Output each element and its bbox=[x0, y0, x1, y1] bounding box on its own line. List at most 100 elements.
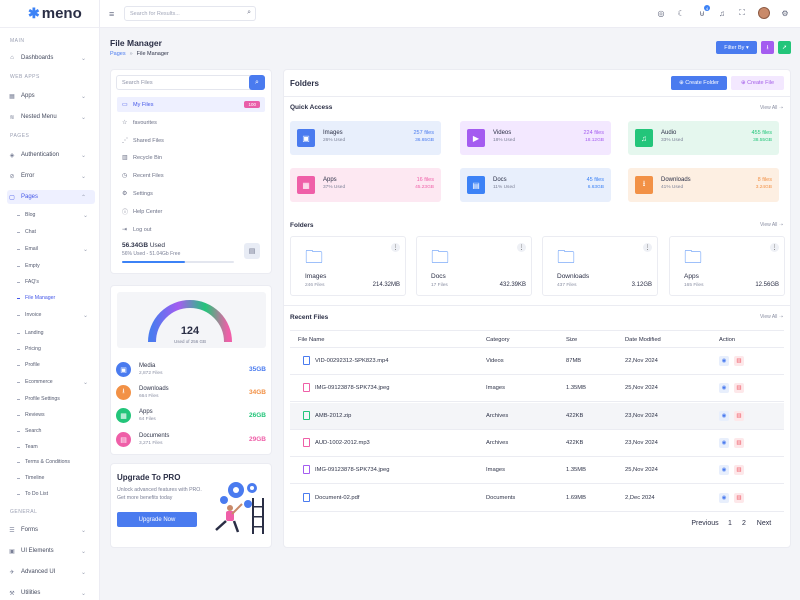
more-options-icon[interactable]: ⋮ bbox=[391, 243, 400, 252]
subitem-landing[interactable]: Landing bbox=[17, 330, 43, 336]
gear-icon[interactable]: ⚙ bbox=[781, 8, 789, 18]
subitem-profile[interactable]: Profile bbox=[17, 362, 40, 368]
trash-icon[interactable]: ▥ bbox=[734, 383, 744, 394]
create-file-button[interactable]: ⊕ Create File bbox=[731, 76, 784, 90]
subitem-profile-settings[interactable]: Profile Settings bbox=[17, 396, 60, 402]
table-row[interactable]: AUD-1002-2012.mp3 Archives 422KB 23,Nov … bbox=[290, 430, 784, 457]
menu-shared-files[interactable]: ⋰ Shared Files bbox=[117, 133, 265, 148]
quick-access-downloads[interactable]: ⭳ Downloads 41% Used 8 files 3.24GB bbox=[628, 168, 779, 202]
quick-access-audio[interactable]: ♫ Audio 33% Used 455 files 38.55GB bbox=[628, 121, 779, 155]
pagination-previous[interactable]: Previous bbox=[691, 519, 719, 527]
cart-icon[interactable]: ⊍ 4 bbox=[699, 5, 710, 18]
language-icon[interactable]: ◎ bbox=[657, 8, 665, 18]
table-row[interactable]: IMG-09123878-SPK734.jpeg Images 1.35MB 2… bbox=[290, 375, 784, 403]
menu-recent-files[interactable]: ◷ Recent Files bbox=[117, 168, 265, 183]
eye-icon[interactable]: ◉ bbox=[719, 437, 729, 448]
eye-icon[interactable]: ◉ bbox=[719, 492, 729, 503]
subitem-faqs[interactable]: FAQ's bbox=[17, 279, 39, 285]
more-options-icon[interactable]: ⋮ bbox=[517, 243, 526, 252]
subitem-invoice[interactable]: Invoice ⌄ bbox=[17, 312, 88, 319]
sidebar-item-error[interactable]: ⊘ Error ⌄ bbox=[7, 169, 95, 183]
quick-access-videos[interactable]: ▶ Videos 18% Used 224 files 18.12GB bbox=[460, 121, 611, 155]
folder-card-downloads[interactable]: 🗀 ⋮ Downloads 437 Files 3.12GB bbox=[542, 236, 658, 296]
subitem-team[interactable]: Team bbox=[17, 444, 38, 450]
global-search-input[interactable]: Search for Results... ⌕ bbox=[124, 6, 256, 21]
subitem-todo[interactable]: To Do List bbox=[17, 491, 48, 497]
search-icon[interactable]: ⌕ bbox=[247, 9, 251, 16]
menu-toggle-icon[interactable]: ≡ bbox=[109, 9, 115, 19]
sidebar-item-forms[interactable]: ☰ Forms ⌄ bbox=[7, 523, 95, 537]
trash-icon[interactable]: ▥ bbox=[734, 356, 744, 366]
column-size[interactable]: Size bbox=[566, 337, 578, 343]
folder-card-images[interactable]: 🗀 ⋮ Images 246 Files 214.32MB bbox=[290, 236, 406, 296]
subitem-timeline[interactable]: Timeline bbox=[17, 475, 44, 481]
sidebar-item-nested-menu[interactable]: ≋ Nested Menu ⌄ bbox=[7, 110, 95, 124]
pagination-page-2[interactable]: 2 bbox=[742, 519, 746, 527]
sidebar-item-pages[interactable]: ▢ Pages ⌃ bbox=[7, 190, 95, 204]
filter-by-button[interactable]: Filter By ▾ bbox=[716, 41, 757, 54]
brand-logo[interactable]: ✱ meno bbox=[0, 0, 99, 28]
subitem-blog[interactable]: Blog ⌄ bbox=[17, 212, 88, 219]
folder-card-docs[interactable]: 🗀 ⋮ Docs 17 Files 432.39KB bbox=[416, 236, 532, 296]
sidebar-item-authentication[interactable]: ◈ Authentication ⌄ bbox=[7, 148, 95, 162]
fullscreen-icon[interactable]: ⛶ bbox=[739, 8, 745, 17]
table-row[interactable]: Document-02.pdf Documents 1.69MB 2,Dec 2… bbox=[290, 485, 784, 512]
table-row[interactable]: IMG-09123878-SPK734.jpeg Images 1.35MB 2… bbox=[290, 457, 784, 485]
quick-access-docs[interactable]: ▤ Docs 11% Used 45 files 6.63GB bbox=[460, 168, 611, 202]
menu-recycle-bin[interactable]: ▥ Recycle Bin bbox=[117, 150, 265, 165]
pagination-page-1[interactable]: 1 bbox=[728, 519, 732, 527]
menu-help-center[interactable]: ⓘ Help Center bbox=[117, 204, 265, 219]
sidebar-item-dashboards[interactable]: ⌂ Dashboards ⌄ bbox=[7, 51, 95, 65]
folder-card-apps[interactable]: 🗀 ⋮ Apps 165 Files 12.56GB bbox=[669, 236, 785, 296]
subitem-chat[interactable]: Chat bbox=[17, 229, 36, 235]
trash-icon[interactable]: ▥ bbox=[734, 465, 744, 476]
quick-access-apps[interactable]: ▦ Apps 37% Used 16 files 45.23GB bbox=[290, 168, 441, 202]
avatar[interactable] bbox=[758, 7, 770, 19]
pagination-next[interactable]: Next bbox=[756, 519, 772, 527]
eye-icon[interactable]: ◉ bbox=[719, 356, 729, 366]
file-search-input[interactable]: Search Files ⌕ bbox=[116, 75, 265, 90]
subitem-search[interactable]: Search bbox=[17, 428, 41, 434]
menu-favourites[interactable]: ☆ favourites bbox=[117, 115, 265, 130]
menu-log-out[interactable]: ⇥ Log out bbox=[117, 222, 265, 237]
subitem-ecommerce[interactable]: Ecommerce ⌄ bbox=[17, 379, 88, 386]
column-category[interactable]: Category bbox=[486, 337, 510, 343]
quick-access-images[interactable]: ▣ Images 26% Used 257 files 36.65GB bbox=[290, 121, 441, 155]
subitem-reviews[interactable]: Reviews bbox=[17, 412, 45, 418]
table-row[interactable]: VID-00292312-SPK823.mp4 Videos 87MB 22,N… bbox=[290, 348, 784, 375]
table-row[interactable]: AMB-2012.zip Archives 422KB 23,Nov 2024 … bbox=[290, 402, 784, 430]
sidebar-item-ui-elements[interactable]: ▣ UI Elements ⌄ bbox=[7, 544, 95, 558]
search-icon[interactable]: ⌕ bbox=[249, 75, 265, 90]
column-date-modified[interactable]: Date Modified bbox=[625, 337, 661, 343]
grid-icon: ▦ bbox=[116, 408, 131, 423]
breadcrumb-root[interactable]: Pages bbox=[110, 51, 126, 57]
upgrade-button[interactable]: Upgrade Now bbox=[117, 512, 197, 527]
menu-my-files[interactable]: ▭ My Files 100 bbox=[117, 97, 265, 112]
eye-icon[interactable]: ◉ bbox=[719, 465, 729, 476]
trash-icon[interactable]: ▥ bbox=[734, 437, 744, 448]
subitem-file-manager[interactable]: File Manager bbox=[17, 295, 55, 301]
sidebar-item-utilities[interactable]: ⚒ Utilities ⌄ bbox=[7, 586, 95, 600]
more-options-icon[interactable]: ⋮ bbox=[643, 243, 652, 252]
column-file-name[interactable]: File Name bbox=[298, 337, 325, 343]
download-button[interactable]: ⭳ bbox=[761, 41, 774, 54]
trash-icon[interactable]: ▥ bbox=[734, 492, 744, 503]
view-all-link[interactable]: View All ➝ bbox=[760, 222, 783, 228]
subitem-pricing[interactable]: Pricing bbox=[17, 346, 41, 352]
menu-settings[interactable]: ⚙ Settings bbox=[117, 186, 265, 201]
bell-icon[interactable]: ♫ bbox=[719, 8, 725, 18]
sidebar-item-apps[interactable]: ▦ Apps ⌄ bbox=[7, 89, 95, 103]
sidebar-item-advanced-ui[interactable]: ✈ Advanced UI ⌄ bbox=[7, 565, 95, 579]
more-options-icon[interactable]: ⋮ bbox=[770, 243, 779, 252]
subitem-email[interactable]: Email ⌄ bbox=[17, 246, 88, 253]
eye-icon[interactable]: ◉ bbox=[719, 383, 729, 394]
share-button[interactable]: ➚ bbox=[778, 41, 791, 54]
moon-icon[interactable]: ☾ bbox=[677, 8, 685, 18]
view-all-link[interactable]: View All ➝ bbox=[760, 314, 783, 320]
subitem-empty[interactable]: Empty bbox=[17, 263, 40, 269]
eye-icon[interactable]: ◉ bbox=[719, 410, 729, 421]
view-all-link[interactable]: View All ➝ bbox=[760, 105, 783, 111]
create-folder-button[interactable]: ⊕ Create Folder bbox=[671, 76, 727, 90]
subitem-terms[interactable]: Terms & Conditions bbox=[17, 459, 70, 465]
trash-icon[interactable]: ▥ bbox=[734, 410, 744, 421]
